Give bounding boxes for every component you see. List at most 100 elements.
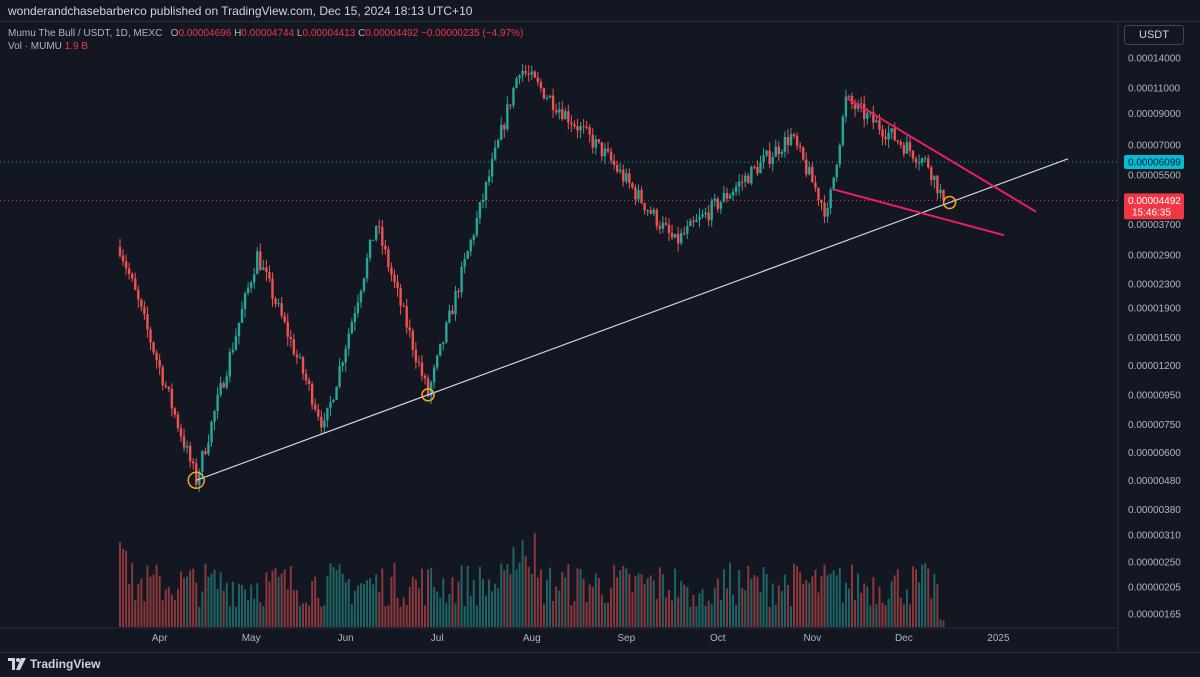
volume-bar xyxy=(826,575,829,627)
candle-body xyxy=(131,274,134,279)
volume-bar xyxy=(292,590,295,627)
volume-bar xyxy=(750,578,753,627)
candle-body xyxy=(655,209,658,227)
candle-body xyxy=(265,267,268,272)
candle-body xyxy=(850,96,854,105)
volume-bar xyxy=(832,570,835,627)
candle-body xyxy=(195,463,198,485)
candle-body xyxy=(881,129,884,137)
volume-label[interactable]: Vol · MUMU xyxy=(8,41,62,52)
volume-bar xyxy=(201,591,204,627)
candle-body xyxy=(420,362,424,376)
candle-body xyxy=(314,404,317,410)
volume-bar xyxy=(500,563,503,627)
candle-body xyxy=(332,400,335,403)
candle-body xyxy=(509,104,512,106)
candle-body xyxy=(814,182,817,188)
volume-bar xyxy=(786,584,789,627)
volume-bar xyxy=(225,582,228,627)
close-value: 0.00004492 xyxy=(365,28,419,39)
candle-body xyxy=(249,282,253,288)
candle-body xyxy=(893,128,896,141)
candle-body xyxy=(280,303,283,316)
touch-marker xyxy=(187,471,205,490)
candle-body xyxy=(826,208,829,217)
volume-bar xyxy=(247,600,250,627)
volume-bar xyxy=(457,581,460,627)
candle-body xyxy=(765,150,768,156)
volume-bar xyxy=(311,581,314,627)
candle-body xyxy=(490,159,494,177)
y-tick-label: 0.00000165 xyxy=(1128,610,1181,621)
candle-body xyxy=(271,278,274,299)
volume-bar xyxy=(436,591,439,627)
volume-bar xyxy=(637,573,640,627)
volume-bar xyxy=(359,583,362,627)
candle-body xyxy=(329,402,332,408)
candle-body xyxy=(716,198,719,209)
volume-bar xyxy=(231,581,234,627)
volume-bar xyxy=(616,577,619,627)
volume-bar xyxy=(393,562,396,627)
volume-bar xyxy=(305,602,308,627)
volume-bar xyxy=(576,568,579,627)
currency-button[interactable]: USDT xyxy=(1124,25,1184,45)
y-tick-label: 0.00014000 xyxy=(1128,54,1181,65)
candle-body xyxy=(414,349,418,362)
volume-bar xyxy=(567,564,570,627)
tradingview-logo[interactable]: TradingView xyxy=(8,656,100,672)
volume-bar xyxy=(744,590,747,627)
candle-body xyxy=(652,209,655,214)
volume-bar xyxy=(613,564,616,627)
open-label: O xyxy=(170,28,179,39)
candle-body xyxy=(341,362,344,367)
candle-body xyxy=(704,212,707,215)
candle-body xyxy=(548,95,552,98)
volume-bar xyxy=(780,591,783,627)
candle-body xyxy=(887,132,890,140)
candle-body xyxy=(353,313,357,323)
volume-bar xyxy=(695,606,698,627)
open-value: 0.00004696 xyxy=(178,28,232,39)
volume-bar xyxy=(811,576,814,627)
volume-bar xyxy=(125,550,128,627)
candle-body xyxy=(817,187,820,201)
x-tick-label: 2025 xyxy=(987,633,1010,644)
x-tick-label: Apr xyxy=(152,633,168,644)
volume-bar xyxy=(131,563,134,627)
volume-bar xyxy=(326,575,329,627)
tradingview-logo-icon xyxy=(8,658,26,670)
volume-bar xyxy=(643,584,646,627)
y-tick-label: 0.00000480 xyxy=(1128,476,1181,487)
candle-body xyxy=(188,445,192,462)
volume-bar xyxy=(747,566,750,627)
volume-bar xyxy=(539,569,542,627)
volume-bar xyxy=(344,582,347,627)
candle-body xyxy=(326,407,329,421)
volume-bar xyxy=(424,605,426,627)
candle-body xyxy=(698,216,701,220)
volume-bar xyxy=(710,604,713,627)
volume-bar xyxy=(161,600,164,627)
y-tick-label: 0.00000950 xyxy=(1128,390,1181,401)
candle-body xyxy=(246,287,250,294)
volume-bar xyxy=(573,601,576,627)
candle-body xyxy=(615,164,619,172)
last-badge-text: 0.00004492 xyxy=(1128,196,1181,207)
volume-bar xyxy=(338,564,341,627)
volume-bar xyxy=(527,566,530,627)
volume-bar xyxy=(844,582,847,627)
candle-body xyxy=(634,187,637,200)
symbol-name[interactable]: Mumu The Bull / USDT, 1D, MEXC xyxy=(8,28,163,39)
candle-body xyxy=(518,75,521,79)
candle-body xyxy=(905,142,909,154)
volume-bar xyxy=(265,572,268,627)
volume-bar xyxy=(213,569,216,627)
volume-bar xyxy=(930,598,933,627)
volume-bar xyxy=(887,598,890,627)
volume-bar xyxy=(799,572,802,627)
candle-body xyxy=(933,175,936,180)
volume-bar xyxy=(729,562,731,627)
candle-body xyxy=(298,357,302,359)
